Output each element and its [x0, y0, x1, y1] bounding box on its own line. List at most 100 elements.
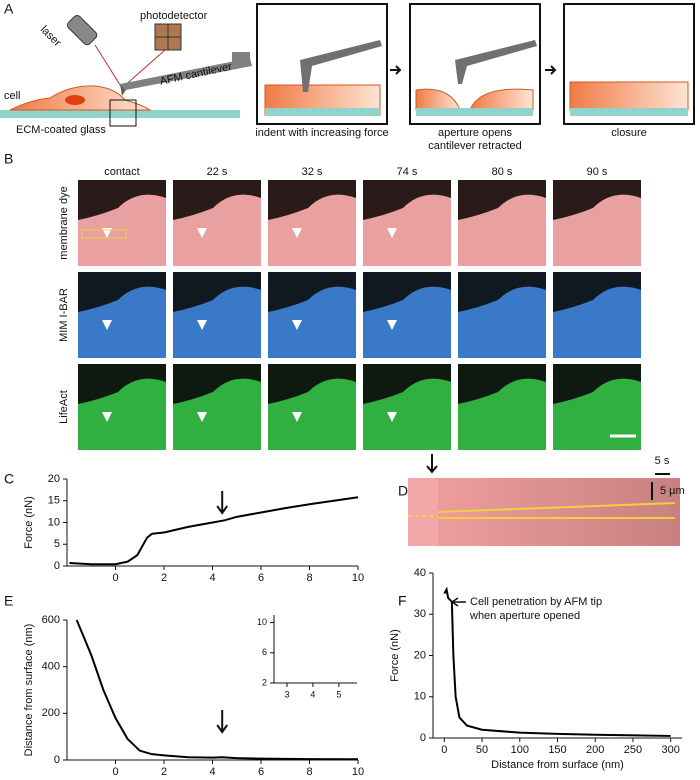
x-tick-label: 3 — [284, 689, 289, 699]
micrograph-background — [553, 272, 641, 312]
arrowhead — [197, 320, 207, 330]
y-tick-label: 400 — [42, 661, 60, 673]
x-tick-label: 250 — [624, 744, 642, 756]
x-tick-label: 4 — [209, 766, 215, 778]
x-tick-label: 6 — [258, 766, 264, 778]
arrowhead — [292, 228, 302, 238]
y-tick-label: 200 — [42, 707, 60, 719]
row-label: membrane dye — [58, 186, 70, 259]
panel-letter: F — [398, 593, 407, 609]
x-tick-label: 200 — [586, 744, 604, 756]
chart: 0 200 400 600 0 2 4 6 8 10 Distance from surface (… — [4, 593, 364, 778]
micrograph-background — [363, 180, 451, 220]
y-tick-label: 600 — [42, 614, 60, 626]
x-tick-label: 2 — [161, 572, 167, 584]
arrowhead — [102, 412, 112, 422]
column-header: 74 s — [397, 166, 418, 178]
micrograph-background — [553, 180, 641, 220]
x-axis-label: Distance from surface (nm) — [491, 759, 624, 771]
arrow — [216, 491, 229, 515]
y-tick-label: 20 — [48, 473, 60, 485]
x-tick-label: 50 — [476, 744, 488, 756]
x-tick-label: 8 — [306, 766, 312, 778]
panel-letter: D — [398, 483, 408, 499]
arrowhead — [292, 412, 302, 422]
annotation: when aperture opened — [469, 610, 580, 622]
arrow — [216, 710, 229, 734]
caption: cantilever retracted — [428, 140, 522, 152]
column-header: 80 s — [492, 166, 513, 178]
column-header: 90 s — [587, 166, 608, 178]
label: AFM cantilever — [159, 61, 234, 88]
micrograph-background — [78, 180, 166, 220]
x-tick-label: 300 — [662, 744, 680, 756]
schematic — [0, 15, 252, 127]
y-tick-label: 15 — [48, 495, 60, 507]
y-tick-label: 0 — [54, 754, 60, 766]
x-tick-label: 8 — [306, 572, 312, 584]
y-tick-label: 10 — [48, 516, 60, 528]
x-tick-label: 5 — [336, 689, 341, 699]
y-tick-label: 5 — [54, 538, 60, 550]
y-axis-label: Force (nN) — [389, 629, 401, 682]
y-tick-label: 0 — [420, 732, 426, 744]
x-tick-label: 10 — [352, 766, 364, 778]
micrograph-background — [268, 272, 356, 312]
micrograph-background — [173, 180, 261, 220]
y-tick-label: 30 — [414, 608, 426, 620]
chart: 0 10 20 30 40 0 50 100 150 200 250 300 Force (nN) Dis… — [389, 567, 682, 771]
x-tick-label: 0 — [112, 766, 118, 778]
arrowhead — [292, 320, 302, 330]
arrowhead — [197, 228, 207, 238]
annotation: Cell penetration by AFM tip — [470, 596, 602, 608]
arrowhead — [197, 412, 207, 422]
label: cell — [4, 90, 21, 102]
caption: aperture opens — [438, 127, 512, 139]
chart: 2 6 10 3 4 5 — [257, 615, 357, 699]
x-tick-label: 4 — [209, 572, 215, 584]
roi — [81, 229, 127, 239]
y-tick-label: 6 — [262, 647, 267, 657]
y-tick-label: 2 — [262, 677, 267, 687]
x-tick-label: 6 — [258, 572, 264, 584]
x-tick-label: 150 — [548, 744, 566, 756]
micrograph-background — [78, 364, 166, 404]
row-label: LifeAct — [58, 390, 70, 424]
panel-letter: B — [4, 151, 13, 167]
label: laser — [38, 24, 64, 50]
y-tick-label: 40 — [414, 567, 426, 579]
panel-letter: A — [4, 1, 14, 17]
panel-letter: C — [4, 471, 14, 487]
scale-label: 5 µm — [660, 485, 685, 497]
data-line — [443, 586, 671, 737]
data-line — [75, 619, 359, 761]
step-boxes — [256, 3, 695, 125]
annotation-arrow — [450, 597, 466, 607]
micrograph-background — [268, 180, 356, 220]
data-line — [69, 496, 359, 566]
column-header: contact — [104, 166, 139, 178]
x-tick-label: 2 — [161, 766, 167, 778]
arrowhead — [102, 320, 112, 330]
y-tick-label: 0 — [54, 560, 60, 572]
x-tick-label: 0 — [112, 572, 118, 584]
y-axis-label: Distance from surface (nm) — [23, 624, 35, 757]
panel-letter: E — [4, 593, 13, 609]
column-header: 22 s — [207, 166, 228, 178]
kymograph — [408, 454, 680, 546]
arrowhead — [387, 412, 397, 422]
caption: closure — [611, 127, 646, 139]
row-label: MIM I-BAR — [58, 288, 70, 342]
micrograph-background — [458, 180, 546, 220]
label: photodetector — [140, 10, 208, 22]
x-tick-label: 4 — [310, 689, 315, 699]
chart: 0 5 10 15 20 0 2 4 6 8 10 Force (nN) C — [4, 471, 364, 584]
column-header: 32 s — [302, 166, 323, 178]
micrograph-background — [173, 364, 261, 404]
micrograph-background — [78, 272, 166, 312]
scale-label: 5 s — [655, 455, 670, 467]
arrowhead — [387, 228, 397, 238]
arrowhead — [387, 320, 397, 330]
micrograph-background — [363, 272, 451, 312]
